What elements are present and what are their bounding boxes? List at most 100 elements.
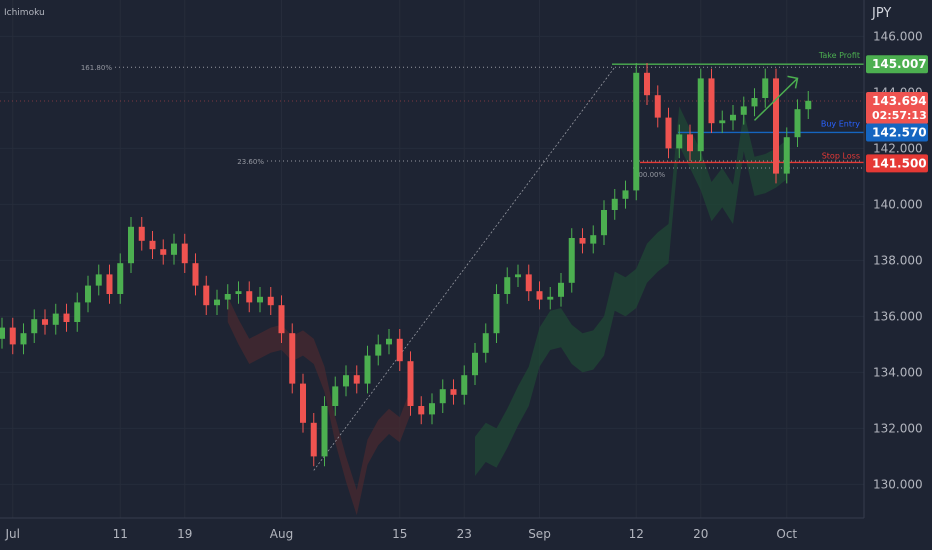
- time-axis[interactable]: Jul 11 19 Aug 15 23 Sep 12 20 Oct: [5, 527, 798, 541]
- candle: [117, 263, 124, 294]
- y-tick-label: 136.000: [873, 309, 923, 323]
- candle: [300, 383, 306, 423]
- candle: [525, 274, 532, 292]
- candle: [353, 375, 360, 384]
- candle: [267, 296, 274, 306]
- x-tick-label: 23: [457, 527, 472, 541]
- candle: [52, 313, 59, 325]
- candle: [9, 327, 16, 345]
- take-profit-badge-text: 145.007: [872, 57, 927, 71]
- x-tick-label: 20: [693, 527, 708, 541]
- buy-entry-label: Buy Entry: [821, 119, 860, 128]
- fib-level-label: 161.80%: [81, 64, 112, 72]
- x-tick-label: 12: [629, 527, 644, 541]
- candle: [375, 344, 382, 356]
- candle: [0, 327, 5, 339]
- currency-label: JPY: [871, 6, 891, 21]
- candle: [106, 274, 113, 294]
- stop-loss-badge-text: 141.500: [872, 156, 927, 170]
- y-tick-label: 130.000: [873, 477, 923, 491]
- candle: [579, 238, 586, 244]
- candle: [644, 72, 650, 96]
- candle: [450, 389, 457, 395]
- x-tick-label: 11: [113, 527, 128, 541]
- ichimoku-cloud: [227, 106, 787, 516]
- candle: [751, 98, 758, 107]
- candle: [407, 361, 414, 406]
- x-tick-label: 15: [392, 527, 407, 541]
- fib-level-label: 23.60%: [237, 158, 264, 166]
- candle: [740, 106, 747, 115]
- candle: [138, 226, 145, 241]
- stop-loss-label: Stop Loss: [822, 151, 860, 160]
- buy-entry-badge: [866, 123, 928, 142]
- candle: [590, 235, 597, 244]
- y-tick-label: 134.000: [873, 365, 923, 379]
- x-tick-label: Aug: [270, 527, 293, 541]
- candle: [719, 120, 726, 124]
- candle: [461, 375, 468, 395]
- candle: [289, 333, 296, 384]
- candle: [794, 109, 801, 138]
- x-tick-label: Oct: [776, 527, 797, 541]
- candle: [181, 243, 188, 264]
- x-tick-label: 19: [177, 527, 192, 541]
- candle: [257, 296, 263, 303]
- candle: [676, 134, 683, 149]
- y-tick-label: 142.000: [873, 141, 923, 155]
- candle: [482, 333, 489, 353]
- candle: [310, 422, 317, 457]
- y-tick-label: 146.000: [873, 29, 923, 43]
- candle: [687, 134, 693, 152]
- candle: [654, 95, 661, 118]
- cloud-red: [227, 296, 411, 516]
- candle: [418, 406, 425, 415]
- candle: [246, 291, 253, 303]
- candle: [214, 299, 220, 306]
- take-profit-label: Take Profit: [818, 51, 860, 60]
- candle: [762, 78, 769, 98]
- projection-arrow-head[interactable]: [787, 75, 799, 89]
- current-price-badge-text: 02:57:13: [872, 109, 927, 122]
- candle: [235, 291, 242, 294]
- candle: [203, 285, 210, 306]
- candle: [568, 238, 575, 283]
- candle: [805, 100, 812, 110]
- candle: [74, 302, 81, 322]
- candle: [633, 72, 640, 191]
- candle: [192, 263, 199, 286]
- candle: [171, 243, 177, 255]
- price-axis[interactable]: 130.000 132.000 134.000 136.000 138.000 140.0…: [873, 29, 923, 491]
- y-tick-label: 140.000: [873, 197, 923, 211]
- candle: [42, 319, 48, 325]
- fibonacci-tool[interactable]: 161.80% 23.60% 100.00%: [81, 64, 862, 471]
- fib-level-label: 100.00%: [634, 171, 665, 179]
- candle: [472, 352, 478, 376]
- candle: [730, 114, 736, 121]
- candle: [515, 274, 521, 278]
- current-price-badge: [866, 91, 928, 124]
- x-tick-label: Jul: [5, 527, 20, 541]
- cloud-green: [475, 106, 787, 477]
- candle: [396, 338, 403, 362]
- projection-arrow-shaft[interactable]: [753, 77, 799, 121]
- candle: [558, 282, 564, 297]
- candle: [343, 375, 349, 387]
- x-tick-label: Sep: [528, 527, 551, 541]
- projection-arrow[interactable]: [753, 75, 799, 121]
- candle: [31, 319, 38, 334]
- candle: [128, 226, 134, 264]
- current-price-badge-text: 143.694: [872, 94, 927, 108]
- candle: [160, 249, 167, 255]
- candle: [224, 294, 231, 300]
- candles: [0, 63, 812, 467]
- y-tick-label: 132.000: [873, 421, 923, 435]
- candle: [622, 190, 629, 199]
- candle: [85, 285, 91, 303]
- candle: [504, 277, 511, 294]
- candle: [601, 210, 607, 236]
- indicator-label: Ichimoku: [4, 8, 45, 18]
- trade-levels[interactable]: Take Profit Buy Entry Stop Loss: [0, 51, 864, 164]
